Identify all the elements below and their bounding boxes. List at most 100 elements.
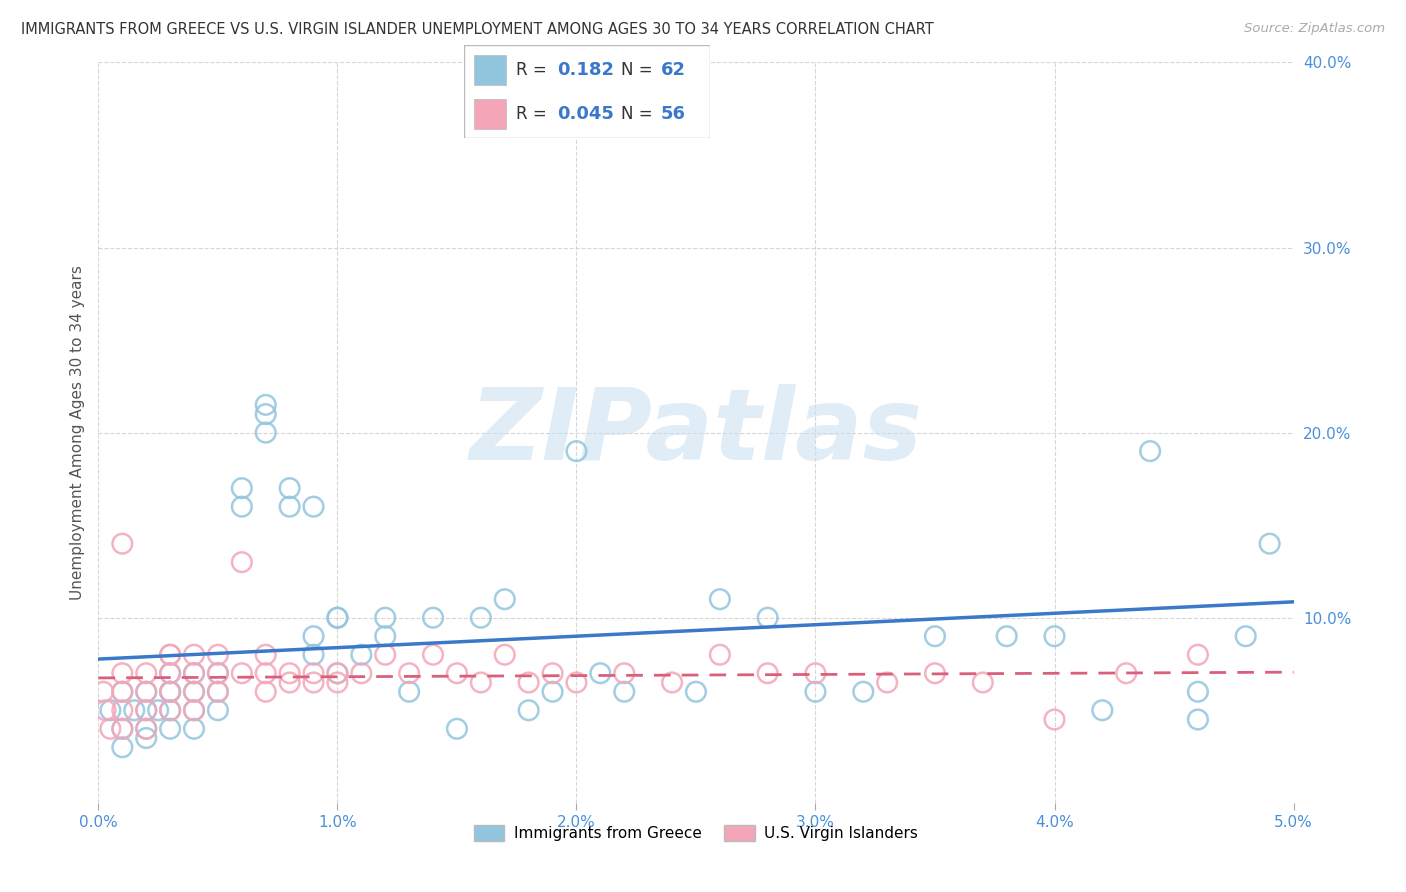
Point (183, 666, 205, 681)
Point (1187, 713, 1209, 727)
Point (254, 666, 277, 681)
Point (326, 675, 349, 690)
Point (1234, 629, 1257, 643)
Point (91, 685, 114, 699)
Text: 0.182: 0.182 (558, 61, 614, 78)
Point (148, 703, 170, 717)
Point (1043, 629, 1066, 643)
Point (207, 703, 229, 717)
Point (374, 610, 396, 624)
Point (517, 703, 540, 717)
Point (94, 703, 117, 717)
Legend: Immigrants from Greece, U.S. Virgin Islanders: Immigrants from Greece, U.S. Virgin Isla… (468, 819, 924, 847)
Point (494, 592, 516, 607)
Point (541, 666, 564, 681)
Point (207, 648, 229, 662)
Point (231, 500, 253, 514)
Point (326, 666, 349, 681)
Point (159, 685, 181, 699)
Point (446, 666, 468, 681)
Point (398, 666, 420, 681)
Point (159, 685, 181, 699)
Point (183, 685, 205, 699)
Point (972, 675, 994, 690)
Point (685, 685, 707, 699)
Text: R =: R = (516, 105, 551, 123)
Point (302, 500, 325, 514)
Point (111, 666, 134, 681)
Point (207, 666, 229, 681)
Point (302, 675, 325, 690)
Point (470, 610, 492, 624)
Point (254, 648, 277, 662)
Text: 0.045: 0.045 (558, 105, 614, 123)
FancyBboxPatch shape (474, 99, 506, 129)
Point (135, 731, 157, 745)
Point (183, 666, 205, 681)
Point (183, 722, 205, 736)
Point (1187, 685, 1209, 699)
Point (254, 407, 277, 421)
Point (756, 666, 779, 681)
Point (852, 685, 875, 699)
Point (159, 722, 181, 736)
Point (876, 675, 898, 690)
Text: R =: R = (516, 61, 551, 78)
Point (159, 703, 181, 717)
Point (135, 722, 157, 736)
Text: IMMIGRANTS FROM GREECE VS U.S. VIRGIN ISLANDER UNEMPLOYMENT AMONG AGES 30 TO 34 : IMMIGRANTS FROM GREECE VS U.S. VIRGIN IS… (21, 22, 934, 37)
Point (1258, 536, 1281, 550)
Point (804, 666, 827, 681)
Point (1091, 703, 1114, 717)
Point (111, 685, 134, 699)
Point (709, 592, 731, 607)
Point (159, 648, 181, 662)
Point (159, 666, 181, 681)
Point (613, 685, 636, 699)
Point (111, 685, 134, 699)
Point (159, 666, 181, 681)
Point (254, 425, 277, 440)
Text: 56: 56 (661, 105, 686, 123)
Point (159, 685, 181, 699)
Point (135, 685, 157, 699)
Point (254, 685, 277, 699)
Point (183, 703, 205, 717)
Point (709, 648, 731, 662)
Point (231, 666, 253, 681)
Text: 62: 62 (661, 61, 686, 78)
Point (278, 675, 301, 690)
Point (135, 703, 157, 717)
Point (207, 685, 229, 699)
Point (995, 629, 1018, 643)
Point (565, 444, 588, 458)
Point (1187, 648, 1209, 662)
Point (231, 555, 253, 569)
Point (159, 648, 181, 662)
Point (326, 610, 349, 624)
Point (207, 685, 229, 699)
Text: N =: N = (621, 61, 658, 78)
Point (1115, 666, 1137, 681)
Point (111, 722, 134, 736)
Point (398, 685, 420, 699)
Point (302, 629, 325, 643)
Point (254, 398, 277, 412)
Point (924, 629, 946, 643)
Point (374, 629, 396, 643)
Text: N =: N = (621, 105, 658, 123)
Point (302, 666, 325, 681)
Point (804, 685, 827, 699)
Point (924, 666, 946, 681)
Point (183, 685, 205, 699)
Point (231, 481, 253, 495)
Point (278, 666, 301, 681)
Point (207, 666, 229, 681)
Point (326, 610, 349, 624)
Point (278, 481, 301, 495)
Point (98, 703, 122, 717)
Point (1139, 444, 1161, 458)
Point (350, 648, 373, 662)
Point (350, 666, 373, 681)
Point (278, 500, 301, 514)
